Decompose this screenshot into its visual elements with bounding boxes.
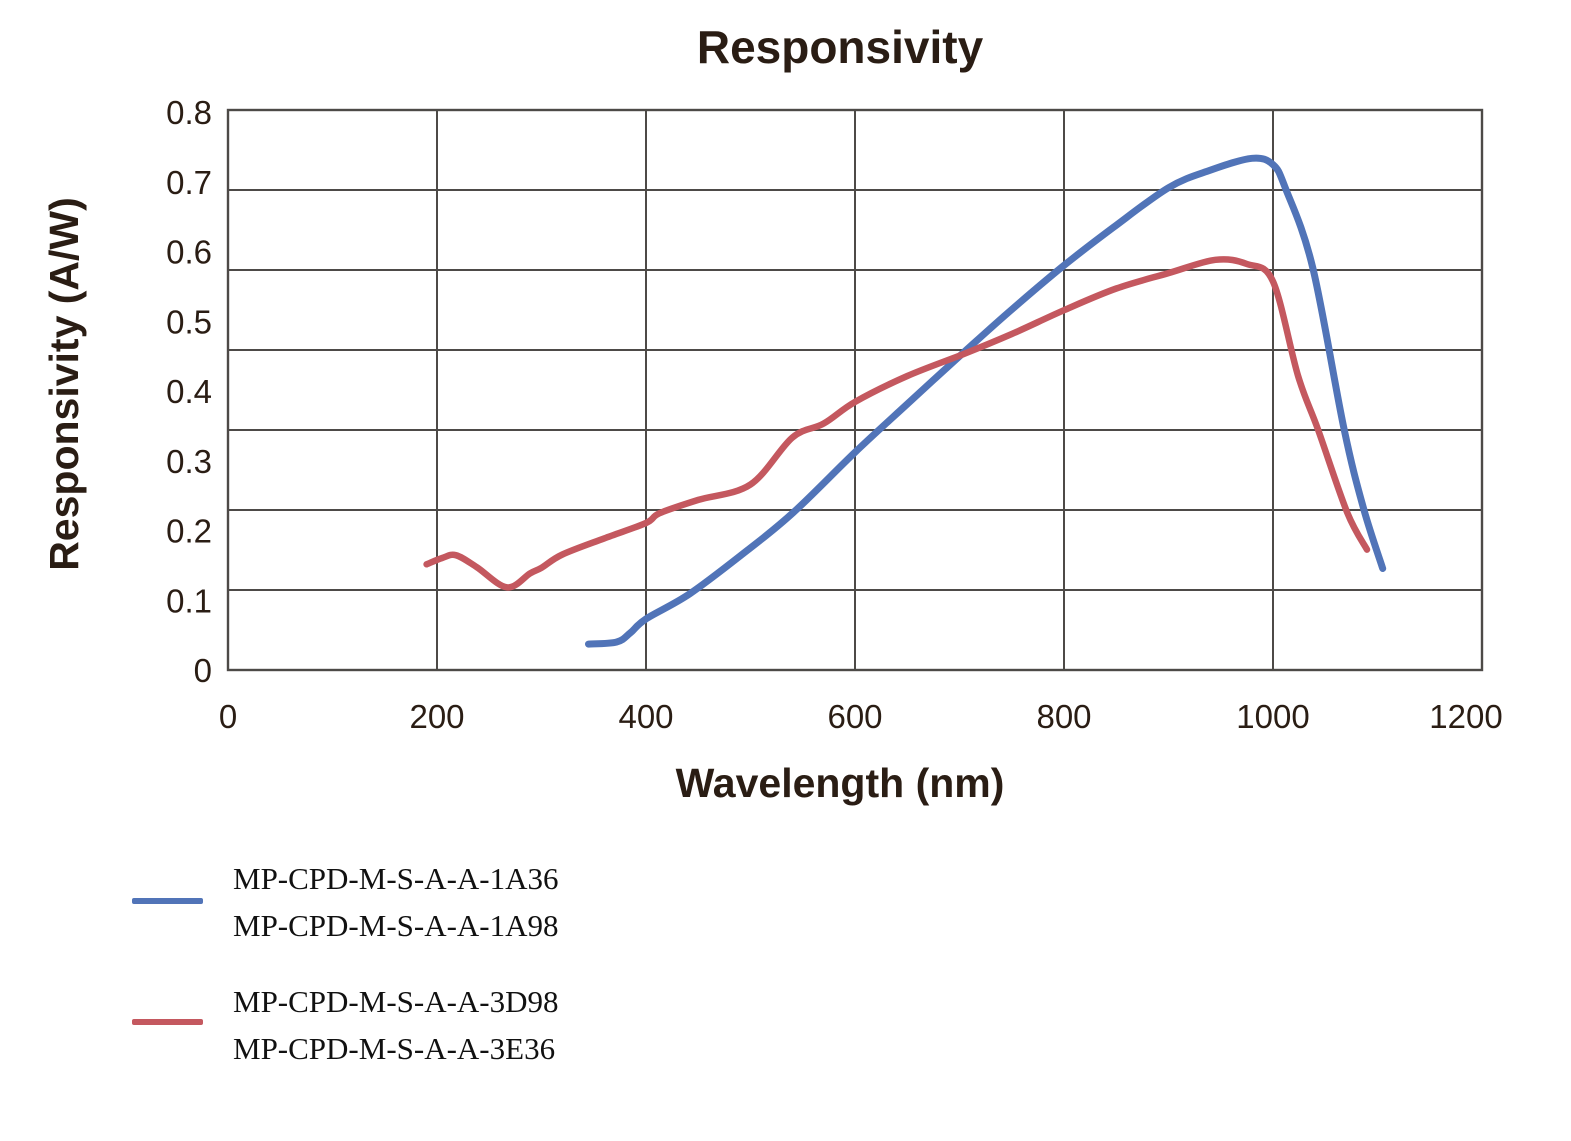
y-tick-label: 0.7 [166, 164, 212, 201]
plot-border [226, 108, 1484, 672]
y-tick-label: 0.2 [166, 513, 212, 550]
series-curve-blue [585, 154, 1387, 648]
x-axis-title: Wavelength (nm) [676, 760, 1005, 806]
x-tick-label: 600 [827, 698, 882, 735]
x-tick-label: 200 [409, 698, 464, 735]
curves [423, 154, 1387, 648]
legend-line-red [132, 1019, 203, 1025]
grid [226, 108, 1484, 672]
x-tick-label: 1000 [1236, 698, 1309, 735]
series-curve-red [423, 256, 1371, 591]
x-tick-label: 0 [219, 698, 237, 735]
x-tick-label: 400 [618, 698, 673, 735]
legend-label: MP-CPD-M-S-A-A-1A36 [233, 861, 559, 896]
y-tick-label: 0.4 [166, 373, 212, 410]
y-tick-label: 0.8 [166, 94, 212, 131]
y-tick-label: 0.3 [166, 443, 212, 480]
y-tick-label: 0.1 [166, 582, 212, 619]
x-tick-label: 800 [1036, 698, 1091, 735]
x-tick-label: 1200 [1429, 698, 1502, 735]
x-tick-labels: 0 200 400 600 800 1000 1200 [219, 698, 1503, 735]
y-tick-label: 0.5 [166, 303, 212, 340]
y-tick-label: 0 [194, 652, 212, 689]
chart-title: Responsivity [697, 21, 984, 73]
legend-label: MP-CPD-M-S-A-A-1A98 [233, 908, 559, 943]
legend-label: MP-CPD-M-S-A-A-3E36 [233, 1031, 556, 1066]
responsivity-chart: 0.8 0.7 0.6 0.5 0.4 0.3 0.2 0.1 0 0 200 400 600 800 1… [41, 21, 1503, 806]
y-tick-labels: 0.8 0.7 0.6 0.5 0.4 0.3 0.2 0.1 0 [166, 94, 212, 689]
y-tick-label: 0.6 [166, 234, 212, 271]
legend-label: MP-CPD-M-S-A-A-3D98 [233, 984, 559, 1019]
legend-line-blue [132, 898, 203, 904]
y-axis-title: Responsivity (A/W) [41, 197, 87, 571]
